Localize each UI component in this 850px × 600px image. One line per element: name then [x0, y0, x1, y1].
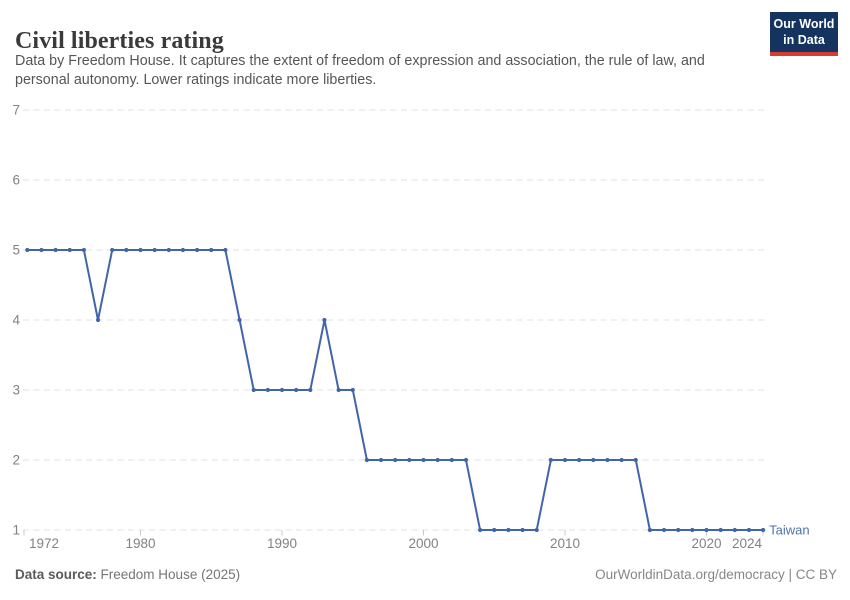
- data-point-1990[interactable]: [279, 387, 285, 393]
- data-point-1981[interactable]: [152, 247, 157, 253]
- data-point-2018[interactable]: [676, 527, 681, 533]
- chart-subtitle-line2: personal autonomy. Lower ratings indicat…: [15, 72, 377, 88]
- data-point-2004[interactable]: [478, 527, 483, 533]
- data-source-label: Data source:: [15, 567, 97, 582]
- data-point-1980[interactable]: [138, 247, 143, 253]
- y-axis-label-4: 4: [12, 313, 20, 328]
- data-point-2017[interactable]: [661, 527, 667, 533]
- x-axis-label-1972: 1972: [29, 536, 59, 551]
- data-point-1985[interactable]: [209, 247, 214, 253]
- data-point-1982[interactable]: [166, 247, 171, 253]
- data-point-1989[interactable]: [265, 387, 270, 393]
- x-axis-label-2010: 2010: [550, 536, 580, 551]
- chart-footer: Data source: Freedom House (2025) OurWor…: [15, 567, 837, 582]
- data-point-2015[interactable]: [633, 457, 638, 463]
- data-point-2009[interactable]: [548, 457, 553, 463]
- y-axis-label-5: 5: [12, 243, 20, 258]
- data-point-1992[interactable]: [308, 387, 313, 393]
- y-axis-label-3: 3: [12, 383, 20, 398]
- data-point-2008[interactable]: [534, 527, 539, 533]
- data-point-1975[interactable]: [67, 247, 72, 253]
- owid-logo-line1: Our World: [773, 17, 835, 31]
- data-point-1986[interactable]: [223, 247, 228, 253]
- data-point-1996[interactable]: [364, 457, 369, 463]
- data-point-1991[interactable]: [294, 387, 299, 393]
- data-point-2012[interactable]: [591, 457, 596, 463]
- x-axis-label-2024: 2024: [732, 536, 763, 551]
- data-point-2001[interactable]: [435, 457, 440, 463]
- data-point-2024[interactable]: [761, 527, 766, 533]
- y-axis-label-7: 7: [12, 103, 20, 118]
- owid-logo[interactable]: Our World in Data: [770, 12, 838, 56]
- data-point-2013[interactable]: [605, 457, 610, 463]
- x-axis-label-2000: 2000: [408, 536, 438, 551]
- owid-credit-link[interactable]: OurWorldinData.org/democracy | CC BY: [595, 567, 837, 582]
- data-point-1979[interactable]: [124, 247, 129, 253]
- y-axis-label-1: 1: [12, 523, 20, 538]
- data-point-2020[interactable]: [704, 527, 709, 533]
- x-axis-label-1990: 1990: [267, 536, 297, 551]
- page-title: Civil liberties rating: [15, 28, 224, 55]
- data-point-2021[interactable]: [718, 527, 723, 533]
- data-point-2023[interactable]: [746, 527, 752, 533]
- data-point-1999[interactable]: [407, 457, 412, 463]
- data-point-1984[interactable]: [195, 247, 200, 253]
- line-chart-canvas[interactable]: 1 2 3 4 5 6 7 1972 1980 1990 2000 2010 2020 2024 Taiwa…: [0, 0, 850, 560]
- chart-subtitle-line1: Data by Freedom House. It captures the e…: [15, 53, 705, 69]
- y-axis-label-2: 2: [12, 453, 20, 468]
- data-point-1995[interactable]: [350, 387, 355, 393]
- data-point-2000[interactable]: [421, 457, 426, 463]
- data-point-2007[interactable]: [520, 527, 525, 533]
- data-point-1976[interactable]: [81, 247, 86, 253]
- data-source-note: Data source: Freedom House (2025): [15, 567, 240, 582]
- y-axis-label-6: 6: [12, 173, 20, 188]
- data-point-1994[interactable]: [336, 387, 341, 393]
- data-point-1972[interactable]: [25, 247, 30, 253]
- entity-label-taiwan[interactable]: Taiwan: [769, 523, 809, 538]
- data-point-2003[interactable]: [463, 457, 469, 463]
- data-point-1988[interactable]: [251, 387, 256, 393]
- data-point-2010[interactable]: [562, 457, 568, 463]
- data-point-2002[interactable]: [449, 457, 454, 463]
- data-point-2014[interactable]: [619, 457, 624, 463]
- data-point-1978[interactable]: [110, 247, 115, 253]
- data-point-2019[interactable]: [690, 527, 695, 533]
- data-point-1993[interactable]: [322, 317, 327, 323]
- x-axis-label-2020: 2020: [691, 536, 721, 551]
- data-point-2005[interactable]: [492, 527, 497, 533]
- chart-subtitle: Data by Freedom House. It captures the e…: [15, 52, 705, 90]
- owid-logo-line2: in Data: [783, 33, 825, 47]
- data-point-1997[interactable]: [378, 457, 384, 463]
- data-point-2011[interactable]: [577, 457, 582, 463]
- data-point-1977[interactable]: [95, 317, 101, 323]
- data-point-1973[interactable]: [39, 247, 44, 253]
- data-point-2022[interactable]: [732, 527, 737, 533]
- data-source-value: Freedom House (2025): [96, 567, 241, 582]
- data-point-2006[interactable]: [506, 527, 511, 533]
- data-point-1974[interactable]: [53, 247, 58, 253]
- data-point-1998[interactable]: [393, 457, 398, 463]
- data-point-1987[interactable]: [237, 317, 242, 323]
- data-point-2016[interactable]: [647, 527, 653, 533]
- x-axis-label-1980: 1980: [125, 536, 155, 551]
- data-point-1983[interactable]: [180, 247, 186, 253]
